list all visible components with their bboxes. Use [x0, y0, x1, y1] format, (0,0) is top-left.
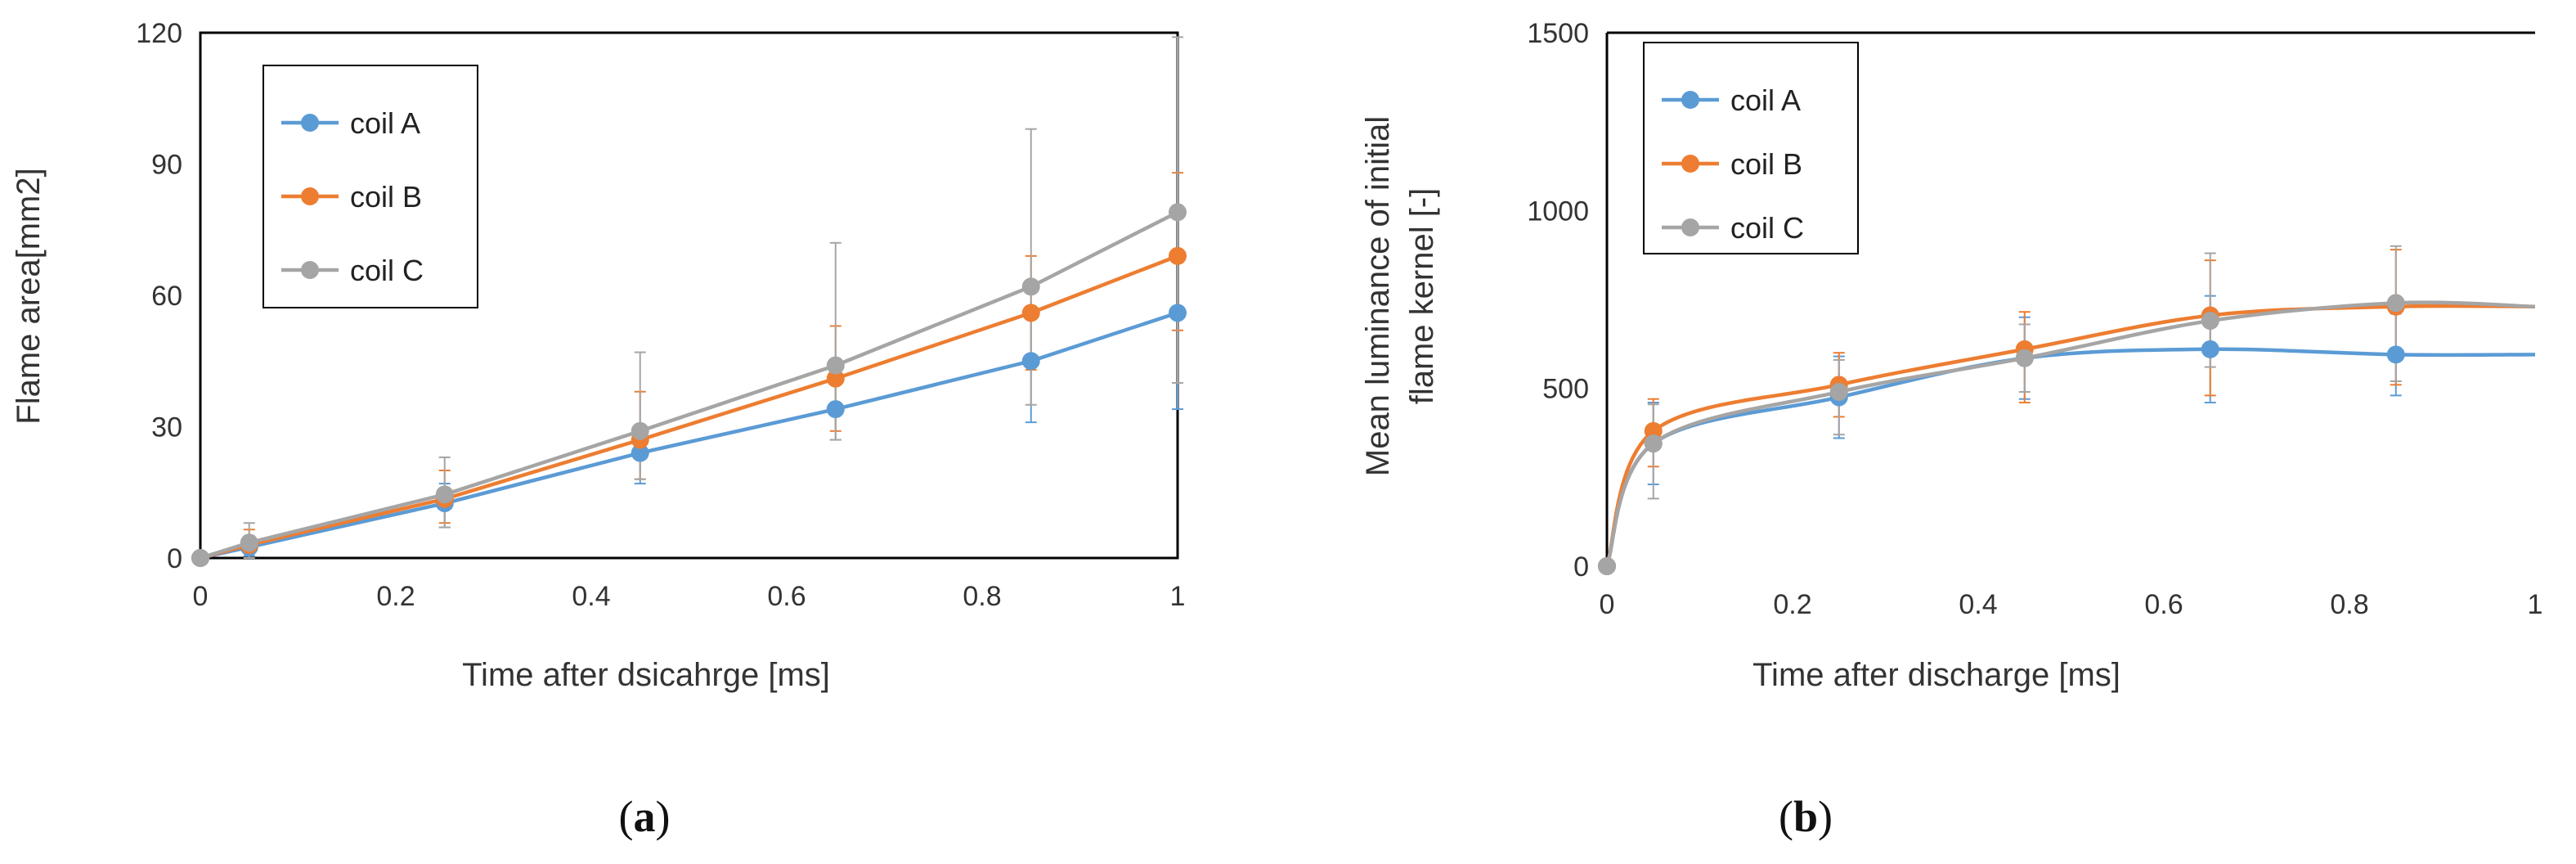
panel-b-ticks: 0 0.2 0.4 0.6 0.8 1 0 500 1000 1500	[1527, 18, 2542, 620]
panel-b-y-tick-label: 500	[1542, 374, 1589, 405]
panel-a-coil-c-point	[435, 485, 454, 504]
panel-b-y-axis-label-line1: Mean luminance of initial	[1360, 116, 1396, 476]
panel-a-coil-c-point	[1169, 203, 1187, 222]
panel-a-coil-a-point	[1169, 304, 1187, 322]
panel-a-x-tick-label: 0.8	[963, 581, 1001, 612]
caption-b-open: (	[1779, 792, 1793, 841]
panel-a-coil-c-point	[826, 356, 845, 375]
panel-a-x-tick-label: 0.2	[376, 581, 415, 612]
caption-a-open: (	[619, 792, 634, 841]
panel-b-error-bars	[1647, 245, 2402, 500]
panel-b-x-tick-label: 0.2	[1773, 589, 1811, 620]
caption-a: (a)	[619, 792, 671, 841]
panel-b-y-tick-label: 0	[1573, 551, 1589, 583]
panel-b-x-tick-label: 0.4	[1959, 589, 1997, 620]
caption-a-close: )	[656, 792, 671, 841]
panel-b-legend-coil-b-marker	[1681, 155, 1699, 173]
panel-b-coil-c-point	[1644, 434, 1663, 453]
panel-a-legend-coil-b-label: coil B	[350, 180, 422, 214]
panel-b-legend-coil-c-label: coil C	[1730, 211, 1804, 245]
panel-b-y-tick-label: 1000	[1527, 196, 1589, 227]
panel-b-coil-c-point	[2201, 312, 2219, 331]
panel-a-series	[191, 203, 1187, 567]
panel-b-x-tick-label: 1	[2528, 589, 2543, 620]
panel-a-x-tick-label: 0.6	[767, 581, 806, 612]
panel-a-coil-b-point	[826, 369, 845, 388]
panel-a-coil-b-point	[1169, 246, 1187, 265]
panel-b-series	[1598, 294, 2536, 575]
panel-a-y-tick-label: 120	[136, 18, 182, 49]
panel-a-legend: coil A coil B coil C	[263, 65, 478, 308]
panel-a-coil-a-point	[631, 443, 649, 462]
panel-a-legend-coil-b-marker	[301, 187, 319, 205]
panel-b-x-tick-label: 0	[1600, 589, 1615, 620]
panel-b-coil-b-point	[1644, 421, 1663, 440]
panel-a-legend-coil-c-label: coil C	[350, 254, 424, 287]
panel-b-legend-coil-b-label: coil B	[1730, 147, 1802, 181]
panel-a-legend-coil-a-marker	[301, 114, 319, 132]
panel-a-coil-b-point	[1021, 304, 1040, 322]
panel-b-legend-coil-b: coil B	[1662, 147, 1802, 181]
panel-a-coil-c-point	[631, 421, 649, 440]
panel-b-coil-c-point	[1829, 383, 1848, 402]
panel-b-coil-a-point	[2201, 340, 2219, 358]
panel-a-legend-coil-a-label: coil A	[350, 106, 420, 140]
panel-a-legend-box	[263, 65, 478, 308]
panel-b-y-tick-label: 1500	[1527, 18, 1589, 49]
panel-a-y-tick-label: 30	[151, 412, 182, 443]
panel-a-x-tick-label: 0	[193, 581, 209, 612]
panel-a-y-axis-label: Flame area[mm2]	[11, 168, 47, 424]
panel-b-legend-box	[1643, 42, 1859, 254]
caption-b-letter: b	[1793, 792, 1818, 841]
panel-a-coil-c-point	[1021, 277, 1040, 296]
panel-a-coil-a-point	[826, 400, 845, 419]
panel-a-x-tick-label: 1	[1170, 581, 1186, 612]
panel-b-x-tick-label: 0.6	[2144, 589, 2183, 620]
caption-b-close: )	[1818, 792, 1833, 841]
panel-b-x-axis-label: Time after discharge [ms]	[1752, 657, 2120, 693]
panel-b-legend-coil-a-marker	[1681, 91, 1699, 109]
panel-a-legend-coil-c-marker	[301, 261, 319, 279]
panel-b-legend-coil-a-label: coil A	[1730, 83, 1801, 117]
caption-b: (b)	[1779, 792, 1833, 841]
panel-a-legend-coil-a: coil A	[281, 106, 420, 140]
panel-b-coil-c-point	[1598, 557, 1616, 575]
panel-b-legend: coil A coil B coil C	[1643, 42, 1859, 254]
panel-b-legend-coil-c-marker	[1681, 218, 1699, 236]
caption-a-letter: a	[634, 792, 656, 841]
panel-a: 0 0.2 0.4 0.6 0.8 1 0 30 60 90 120 Time after dsic…	[11, 18, 1187, 693]
panel-a-legend-coil-c: coil C	[281, 254, 424, 287]
panel-a-legend-coil-b: coil B	[281, 180, 422, 214]
panel-b-x-tick-label: 0.8	[2330, 589, 2368, 620]
panel-a-coil-c-point	[191, 549, 209, 567]
panel-a-y-tick-label: 60	[151, 281, 182, 312]
panel-b-y-axis-label-line2: flame kernel [-]	[1404, 188, 1440, 405]
panel-b: 0 0.2 0.4 0.6 0.8 1 0 500 1000 1500 Time after di…	[1360, 18, 2542, 693]
panel-a-x-tick-label: 0.4	[572, 581, 610, 612]
panel-b-coil-c-point	[2386, 294, 2405, 313]
panel-a-x-axis-label: Time after dsicahrge [ms]	[462, 657, 830, 693]
panel-a-y-tick-label: 0	[167, 543, 182, 574]
panel-b-plot-area	[1605, 31, 2535, 566]
panel-a-coil-c-point	[240, 533, 258, 552]
panel-a-y-tick-label: 90	[151, 150, 182, 181]
panel-a-ticks: 0 0.2 0.4 0.6 0.8 1 0 30 60 90 120	[136, 18, 1185, 612]
panel-b-legend-coil-a: coil A	[1662, 83, 1801, 117]
panel-b-coil-c-point	[2015, 349, 2034, 367]
panel-a-coil-a-point	[1021, 352, 1040, 371]
panel-b-coil-a-point	[2386, 345, 2405, 364]
panel-b-legend-coil-c: coil C	[1662, 211, 1804, 245]
